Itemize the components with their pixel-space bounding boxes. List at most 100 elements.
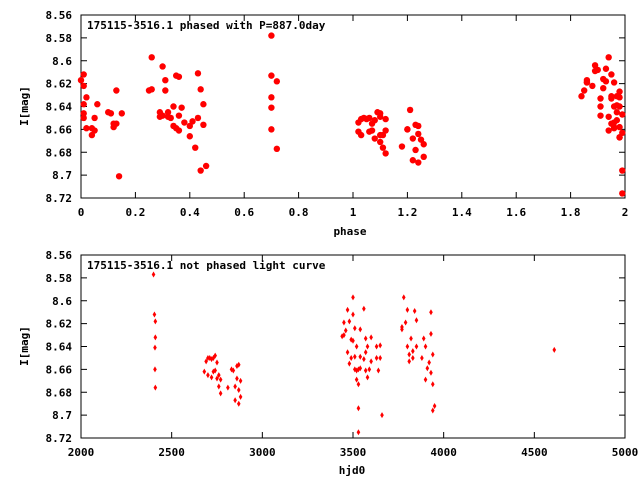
phased-x-tick-label: 0.2	[125, 206, 145, 219]
phased-y-tick-label: 8.62	[46, 78, 73, 91]
phased-data-point	[583, 76, 591, 84]
unphased-data-point	[374, 354, 379, 361]
phased-data-point	[115, 173, 123, 180]
unphased-data-point	[374, 343, 379, 350]
unphased-chart-title: 175115-3516.1 not phased light curve	[87, 259, 326, 272]
unphased-data-point	[411, 354, 415, 361]
phased-data-point	[619, 167, 626, 174]
phased-data-point	[192, 144, 199, 151]
phased-data-point	[415, 159, 422, 166]
unphased-data-point	[423, 343, 428, 350]
phased-data-point	[619, 111, 626, 118]
unphased-data-point	[209, 374, 214, 381]
phased-data-point	[113, 120, 120, 127]
unphased-data-point	[380, 412, 384, 419]
unphased-data-point	[231, 367, 236, 374]
unphased-data-point	[356, 381, 361, 388]
unphased-data-point	[229, 366, 234, 373]
phased-data-point	[605, 127, 612, 134]
phased-data-point	[398, 143, 406, 150]
phased-data-point	[605, 54, 612, 61]
unphased-data-point	[362, 356, 366, 363]
unphased-data-point	[363, 367, 368, 374]
unphased-data-point	[432, 402, 437, 409]
unphased-light-curve-panel: 175115-3516.1 not phased light curve hjd…	[18, 249, 638, 477]
unphased-y-tick-label: 8.64	[46, 341, 73, 354]
phased-data-point	[80, 110, 87, 117]
unphased-x-axis-label: hjd0	[339, 464, 366, 477]
phased-data-point	[268, 94, 275, 101]
phased-data-point	[91, 127, 98, 134]
unphased-data-point	[353, 325, 357, 332]
unphased-data-point	[345, 349, 350, 356]
phased-data-point	[415, 122, 422, 130]
unphased-data-point	[369, 358, 373, 365]
unphased-data-point	[425, 365, 430, 372]
phased-data-point	[268, 32, 275, 39]
phased-data-point	[616, 94, 623, 101]
unphased-y-tick-label: 8.6	[52, 295, 72, 308]
phased-plot-frame	[80, 14, 626, 199]
unphased-data-point	[401, 294, 406, 301]
phased-data-point	[404, 126, 411, 133]
phased-data-point	[200, 121, 207, 128]
phased-data-point	[600, 85, 607, 92]
phased-data-point	[91, 114, 98, 122]
phased-data-point	[273, 145, 281, 153]
unphased-data-point	[153, 344, 157, 351]
unphased-data-point	[365, 374, 370, 381]
phased-y-tick-label: 8.66	[46, 123, 73, 136]
phased-data-point	[613, 117, 621, 124]
phased-data-point	[162, 76, 169, 84]
unphased-data-point	[202, 368, 207, 375]
phased-data-point	[268, 104, 275, 111]
unphased-data-point	[347, 360, 352, 367]
unphased-data-point	[354, 376, 359, 383]
unphased-data-point	[153, 366, 157, 373]
unphased-x-tick-label: 3000	[249, 446, 276, 459]
unphased-data-point	[238, 377, 243, 384]
unphased-data-point	[407, 358, 412, 365]
phased-data-point	[83, 94, 90, 101]
unphased-data-point	[427, 359, 431, 366]
unphased-data-point	[430, 351, 435, 358]
unphased-y-tick-label: 8.72	[46, 432, 73, 445]
phased-data-point	[202, 162, 210, 170]
phased-data-point	[594, 66, 601, 74]
phased-data-point	[602, 65, 610, 72]
unphased-data-point	[354, 343, 359, 350]
phased-data-point	[382, 150, 389, 157]
unphased-data-point	[204, 358, 208, 365]
phased-y-tick-label: 8.68	[46, 146, 73, 159]
phased-data-point	[382, 115, 389, 123]
unphased-data-point	[353, 353, 357, 360]
unphased-data-point	[358, 353, 363, 360]
phased-data-point	[589, 82, 596, 90]
phased-data-point	[406, 106, 414, 114]
phased-light-curve-panel: 175115-3516.1 phased with P=887.0day pha…	[18, 9, 628, 238]
unphased-data-point	[423, 376, 428, 383]
phased-data-point	[118, 110, 126, 117]
unphased-plot-frame	[80, 254, 626, 439]
unphased-data-point	[226, 384, 230, 391]
unphased-y-tick-label: 8.62	[46, 318, 73, 331]
phased-data-point	[368, 127, 376, 134]
phased-y-tick-label: 8.7	[52, 169, 72, 182]
phased-x-tick-label: 1.6	[506, 206, 526, 219]
phased-x-tick-label: 0.8	[289, 206, 309, 219]
phased-data-point	[357, 131, 365, 139]
unphased-data-point	[403, 319, 408, 326]
phased-data-point	[268, 72, 275, 79]
phased-data-point	[412, 146, 419, 154]
phased-data-point	[189, 118, 196, 125]
phased-data-point	[379, 144, 387, 151]
unphased-y-tick-label: 8.58	[46, 272, 73, 285]
phased-data-point	[415, 130, 422, 138]
phased-data-point	[578, 93, 585, 100]
unphased-data-point	[213, 367, 217, 374]
unphased-x-tick-label: 4500	[521, 446, 548, 459]
phased-x-tick-label: 1.4	[452, 206, 472, 219]
phased-data-point	[382, 127, 389, 134]
unphased-data-point	[405, 343, 410, 350]
unphased-data-point	[340, 333, 344, 340]
